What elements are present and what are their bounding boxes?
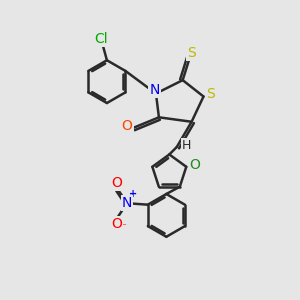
Text: N: N (149, 83, 160, 97)
Text: N: N (122, 196, 132, 210)
Text: Cl: Cl (94, 32, 108, 46)
Text: S: S (187, 46, 196, 60)
Text: O: O (111, 176, 122, 190)
Text: O: O (189, 158, 200, 172)
Text: +: + (130, 189, 138, 199)
Text: H: H (182, 139, 191, 152)
Text: O: O (122, 119, 133, 133)
Text: S: S (206, 86, 214, 100)
Text: O: O (111, 217, 122, 231)
Text: ⁻: ⁻ (121, 222, 126, 232)
